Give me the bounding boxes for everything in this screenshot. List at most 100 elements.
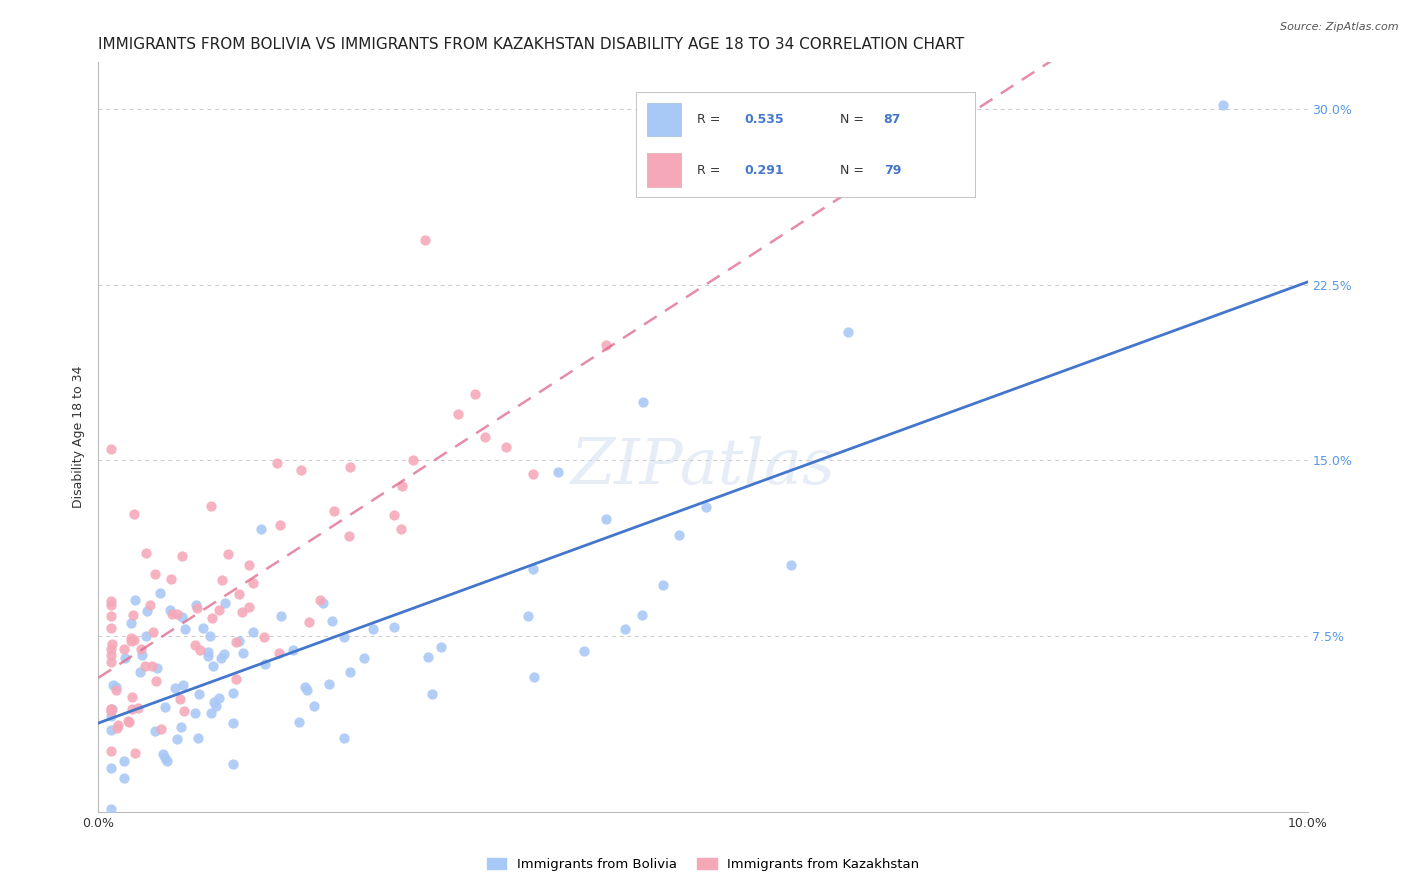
Point — [281, 643, 304, 657]
Point — [191, 621, 214, 635]
Point — [100, 704, 122, 718]
Point — [595, 337, 617, 351]
Point — [124, 746, 146, 760]
Point — [100, 598, 122, 612]
Point — [120, 633, 142, 648]
Point — [339, 459, 361, 474]
Point — [270, 609, 292, 624]
Point — [135, 629, 157, 643]
Point — [572, 643, 595, 657]
Point — [100, 723, 122, 737]
Point — [136, 604, 159, 618]
Point — [225, 672, 247, 686]
Point — [100, 761, 122, 775]
Point — [337, 528, 360, 542]
Point — [253, 657, 276, 672]
Point — [211, 574, 233, 588]
Point — [631, 395, 654, 409]
Point — [422, 687, 444, 701]
Point — [402, 453, 425, 467]
Point — [208, 690, 231, 705]
Point — [266, 456, 288, 470]
Point — [318, 677, 340, 691]
Point — [290, 463, 312, 477]
Point — [184, 706, 207, 720]
Legend: Immigrants from Bolivia, Immigrants from Kazakhstan: Immigrants from Bolivia, Immigrants from… — [481, 853, 925, 876]
Point — [339, 665, 361, 679]
Point — [112, 754, 135, 768]
Point — [100, 648, 122, 662]
Point — [163, 681, 186, 696]
Point — [495, 440, 517, 454]
Point — [447, 407, 470, 421]
Point — [382, 508, 405, 522]
Point — [228, 587, 250, 601]
Point — [117, 714, 139, 729]
Point — [155, 700, 177, 714]
Point — [172, 678, 194, 692]
Point — [631, 607, 654, 622]
Point — [143, 566, 166, 581]
Point — [173, 704, 195, 718]
Point — [139, 598, 162, 612]
Point — [321, 614, 343, 628]
Point — [141, 659, 163, 673]
Point — [101, 702, 124, 716]
Point — [221, 757, 243, 772]
Point — [523, 669, 546, 683]
Point — [162, 607, 184, 621]
Point — [651, 578, 673, 592]
Point — [100, 744, 122, 758]
Point — [100, 641, 122, 656]
Point — [429, 640, 451, 655]
Point — [134, 659, 156, 673]
Point — [200, 706, 222, 720]
Point — [184, 598, 207, 612]
Point — [121, 702, 143, 716]
Point — [613, 622, 636, 636]
Point — [120, 631, 142, 645]
Point — [170, 720, 193, 734]
Point — [391, 479, 413, 493]
Point — [112, 642, 135, 657]
Point — [353, 651, 375, 665]
Point — [105, 721, 128, 735]
Point — [172, 610, 194, 624]
Point — [120, 615, 142, 630]
Point — [149, 586, 172, 600]
Point — [159, 603, 181, 617]
Point — [242, 576, 264, 591]
Point — [156, 754, 179, 768]
Point — [135, 547, 157, 561]
Point — [197, 645, 219, 659]
Point — [129, 642, 152, 657]
Point — [322, 504, 344, 518]
Point — [517, 608, 540, 623]
Point — [152, 747, 174, 761]
Point — [228, 634, 250, 648]
Point — [100, 708, 122, 723]
Point — [166, 731, 188, 746]
Point — [114, 651, 136, 665]
Point — [1212, 97, 1234, 112]
Point — [188, 643, 211, 657]
Point — [100, 594, 122, 608]
Point — [295, 682, 318, 697]
Point — [267, 646, 290, 660]
Point — [361, 623, 384, 637]
Point — [101, 678, 124, 692]
Point — [198, 629, 221, 643]
Point — [212, 647, 235, 661]
Point — [155, 750, 177, 764]
Point — [474, 430, 496, 444]
Point — [105, 682, 128, 697]
Point — [121, 690, 143, 704]
Point — [238, 599, 260, 614]
Point — [522, 562, 544, 576]
Point — [332, 630, 354, 644]
Text: ZIPatlas: ZIPatlas — [571, 436, 835, 498]
Point — [186, 600, 208, 615]
Point — [214, 596, 236, 610]
Point — [269, 517, 291, 532]
Point — [166, 607, 188, 622]
